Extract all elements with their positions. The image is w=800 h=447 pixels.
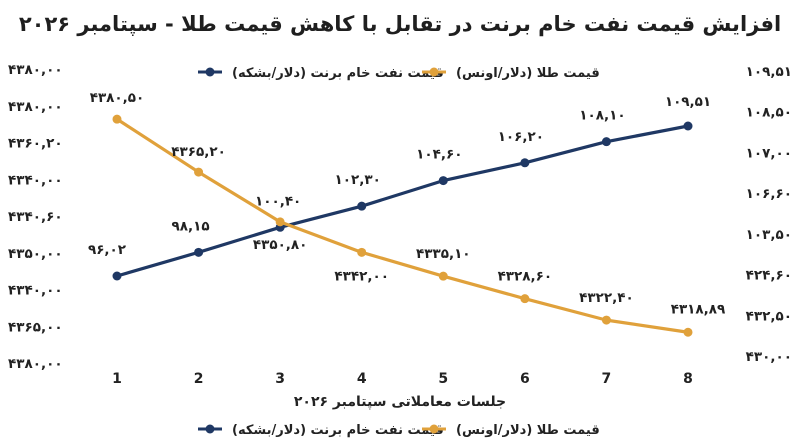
data-point [601, 137, 611, 147]
left-tick-label: ۴۳۴۰,۰۰ [8, 283, 63, 299]
data-point [357, 247, 367, 257]
legend-label: قیمت طلا (دلار/اونس) [456, 423, 600, 438]
data-label: ۴۳۲۸,۶۰ [498, 269, 553, 285]
plot-area: ۹۶,۰۲ ۹۸,۱۵ ۱۰۰,۴۰ ۱۰۲,۳۰ ۱۰۴,۶۰ ۱۰۶,۲۰ ۱۰۸,۱۰… [88, 90, 725, 337]
series-line [116, 124, 689, 278]
data-label: ۱۰۸,۱۰ [579, 108, 625, 124]
data-label: ۱۰۴,۶۰ [416, 147, 462, 163]
right-tick-label: ۴۲۴,۶۰ [746, 268, 792, 284]
data-label: ۴۳۱۸,۸۹ [671, 301, 726, 317]
x-tick-label: 4 [357, 371, 367, 387]
data-label: ۱۰۶,۲۰ [498, 129, 544, 145]
data-point [194, 247, 204, 257]
legend-item: قیمت نفت خام برنت (دلار/بشکه) [198, 423, 444, 438]
legend-marker [205, 424, 215, 434]
right-tick-label: ۱۰۷,۰۰ [746, 145, 792, 161]
legend-label: قیمت طلا (دلار/اونس) [456, 66, 600, 81]
legend-top: قیمت نفت خام برنت (دلار/بشکه) قیمت طلا (د… [198, 66, 600, 81]
right-tick-label: ۱۰۳,۵۰ [746, 227, 792, 243]
left-tick-label: ۴۳۴۰,۰۰ [8, 172, 63, 188]
left-tick-label: ۴۳۵۰,۰۰ [8, 246, 63, 262]
data-point [275, 217, 285, 227]
data-label: ۴۳۵۰,۸۰ [253, 237, 308, 253]
legend-label: قیمت نفت خام برنت (دلار/بشکه) [232, 423, 444, 438]
chart-title: افزایش قیمت نفت خام برنت در تقابل با کاه… [19, 12, 781, 36]
legend-item: قیمت نفت خام برنت (دلار/بشکه) [198, 66, 444, 81]
series-line [116, 117, 689, 334]
right-tick-label: ۱۰۸,۵۰ [746, 105, 792, 121]
data-label: ۴۳۴۲,۰۰ [334, 268, 389, 284]
data-label: ۴۳۳۵,۱۰ [416, 246, 471, 262]
data-label: ۴۳۶۵,۲۰ [171, 144, 226, 160]
legend-item: قیمت طلا (دلار/اونس) [422, 423, 600, 438]
x-tick-label: 5 [438, 371, 448, 387]
data-label: ۹۸,۱۵ [172, 218, 210, 234]
data-point [683, 327, 693, 337]
x-tick-label: 6 [520, 371, 530, 387]
legend-bottom: قیمت نفت خام برنت (دلار/بشکه) قیمت طلا (د… [198, 423, 600, 438]
left-tick-label: ۴۳۸۰,۰۰ [8, 356, 63, 372]
right-axis: ۱۰۹,۵۱ ۱۰۸,۵۰ ۱۰۷,۰۰ ۱۰۶,۶۰ ۱۰۳,۵۰ ۴۲۴,۶۰ ۴۳۲,… [746, 64, 792, 365]
left-axis: ۴۳۸۰,۰۰ ۴۳۸۰,۰۰ ۴۳۶۰,۲۰ ۴۳۴۰,۰۰ ۴۳۴۰,۶۰ ۴۳۵۰,… [8, 62, 63, 372]
data-point [520, 294, 530, 304]
legend-label: قیمت نفت خام برنت (دلار/بشکه) [232, 66, 444, 81]
data-label: ۱۰۰,۴۰ [255, 193, 301, 209]
left-tick-label: ۴۳۸۰,۰۰ [8, 99, 63, 115]
x-axis-label: جلسات معاملاتی سپتامبر ۲۰۲۶ [294, 394, 506, 410]
data-label: ۹۶,۰۲ [88, 242, 127, 258]
data-point [438, 271, 448, 281]
left-tick-label: ۴۳۴۰,۶۰ [8, 209, 63, 225]
series-gold: ۴۳۸۰,۵۰ ۴۳۶۵,۲۰ ۴۳۵۰,۸۰ ۴۳۴۲,۰۰ ۴۳۳۵,۱۰ ۴۳۲۸,… [90, 90, 726, 337]
legend-marker [429, 424, 439, 434]
data-label: ۴۳۸۰,۵۰ [90, 90, 145, 106]
x-tick-label: 8 [683, 371, 693, 387]
data-point [601, 315, 611, 325]
data-point [438, 176, 448, 186]
data-point [112, 114, 122, 124]
data-point [112, 271, 122, 281]
data-point [520, 158, 530, 168]
x-tick-label: 7 [602, 371, 612, 387]
legend-marker [429, 67, 439, 77]
right-tick-label: ۱۰۶,۶۰ [746, 186, 792, 202]
left-tick-label: ۴۳۶۰,۲۰ [8, 136, 63, 152]
left-tick-label: ۴۳۶۵,۰۰ [8, 319, 63, 335]
data-label: ۱۰۲,۳۰ [335, 172, 381, 188]
series-brent: ۹۶,۰۲ ۹۸,۱۵ ۱۰۰,۴۰ ۱۰۲,۳۰ ۱۰۴,۶۰ ۱۰۶,۲۰ ۱۰۸,۱۰… [88, 94, 711, 281]
legend-marker [205, 67, 215, 77]
x-tick-label: 2 [194, 371, 204, 387]
x-tick-label: 1 [112, 371, 122, 387]
data-point [194, 167, 204, 177]
right-tick-label: ۴۳۲,۵۰ [746, 308, 792, 324]
data-label: ۱۰۹,۵۱ [665, 94, 711, 110]
x-tick-label: 3 [275, 371, 285, 387]
right-tick-label: ۱۰۹,۵۱ [746, 64, 792, 80]
data-point [357, 201, 367, 211]
data-point [683, 121, 693, 131]
legend-item: قیمت طلا (دلار/اونس) [422, 66, 600, 81]
data-label: ۴۳۲۲,۴۰ [579, 290, 634, 306]
left-tick-label: ۴۳۸۰,۰۰ [8, 62, 63, 78]
x-axis: 1 2 3 4 5 6 7 8 [112, 371, 693, 387]
right-tick-label: ۴۳۰,۰۰ [746, 349, 792, 365]
